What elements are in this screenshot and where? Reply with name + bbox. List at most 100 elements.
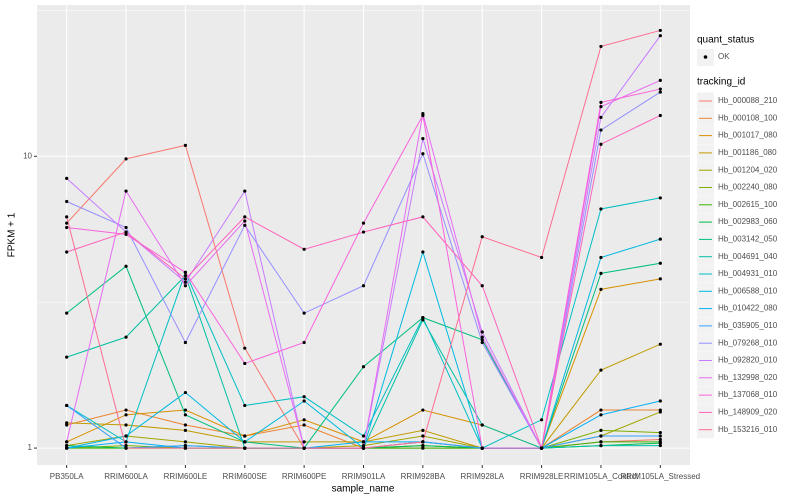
legend-label: Hb_001204_020 — [718, 165, 778, 174]
legend-label: Hb_079268_010 — [718, 338, 778, 347]
data-point — [124, 157, 128, 161]
data-point — [658, 399, 662, 403]
y-axis-title: FPKM + 1 — [7, 212, 18, 257]
data-point — [124, 335, 128, 339]
data-point — [124, 232, 128, 236]
legend-label: OK — [718, 52, 730, 61]
data-point — [539, 255, 544, 260]
data-point — [243, 215, 247, 219]
y-tick-label: 10 — [23, 151, 32, 160]
data-point — [183, 408, 188, 412]
legend-label: Hb_000088_210 — [718, 96, 778, 105]
data-point — [124, 423, 128, 427]
data-point — [243, 361, 247, 366]
data-point — [599, 368, 603, 372]
data-point — [243, 434, 247, 438]
data-point — [124, 413, 128, 417]
data-point — [361, 434, 366, 438]
data-point — [480, 335, 484, 339]
data-point — [361, 284, 366, 288]
data-point — [124, 230, 128, 234]
data-point — [658, 443, 662, 448]
legend-label: Hb_035905_010 — [718, 321, 778, 330]
data-point — [65, 355, 69, 359]
legend-label: Hb_004931_010 — [718, 269, 778, 278]
data-point — [65, 311, 69, 315]
data-point — [124, 408, 128, 412]
data-point — [302, 247, 306, 251]
legend-label: Hb_002983_060 — [718, 217, 778, 226]
legend-label: Hb_153216_010 — [718, 425, 778, 434]
legend-label: Hb_001186_080 — [718, 148, 777, 157]
data-point — [361, 440, 366, 444]
data-point — [658, 78, 662, 83]
data-point — [243, 440, 247, 444]
data-point — [243, 446, 247, 450]
data-point — [421, 152, 425, 156]
data-point — [658, 237, 662, 241]
data-point — [480, 284, 484, 288]
data-point — [421, 408, 425, 412]
data-point — [65, 215, 69, 219]
data-point — [599, 434, 603, 438]
legend-label: Hb_148909_020 — [718, 408, 778, 417]
data-point — [302, 311, 306, 315]
data-point — [124, 264, 128, 268]
data-point — [658, 113, 662, 118]
x-tick-label: RRIM928BA — [401, 472, 446, 481]
legend-label: Hb_092820_010 — [718, 356, 778, 365]
data-point — [599, 207, 603, 211]
legend-label: Hb_010422_080 — [718, 304, 778, 313]
data-point — [65, 421, 69, 425]
data-point — [658, 437, 662, 442]
legend-label: Hb_002615_100 — [718, 200, 778, 209]
data-point — [421, 440, 425, 444]
data-point — [599, 413, 603, 417]
data-point — [243, 219, 247, 223]
legend-label: Hb_001017_080 — [718, 131, 778, 140]
data-point — [421, 428, 425, 432]
data-point — [183, 277, 188, 281]
data-point — [658, 434, 662, 438]
data-point — [599, 428, 603, 432]
x-tick-label: RRIM600PE — [282, 472, 326, 481]
data-point — [361, 230, 366, 234]
data-point — [480, 446, 484, 450]
data-point — [421, 113, 425, 118]
data-point — [421, 318, 425, 322]
data-point — [124, 434, 128, 438]
data-point — [658, 196, 662, 200]
data-point — [183, 274, 188, 278]
data-point — [183, 428, 188, 432]
legend-title: quant_status — [697, 35, 754, 46]
data-point — [658, 277, 662, 281]
data-point — [599, 142, 603, 146]
data-point — [599, 255, 603, 260]
data-point — [421, 215, 425, 219]
data-point — [361, 446, 366, 450]
data-point — [480, 340, 484, 345]
data-point — [65, 221, 69, 225]
legend-label: Hb_003142_050 — [718, 235, 778, 244]
data-point — [65, 443, 69, 448]
data-point — [124, 443, 128, 448]
data-point — [599, 100, 603, 105]
data-point — [124, 225, 128, 230]
data-point — [658, 34, 662, 38]
data-point — [302, 446, 306, 450]
data-point — [243, 346, 247, 350]
data-point — [658, 342, 662, 346]
data-point — [599, 408, 603, 412]
legend-label: Hb_002240_080 — [718, 183, 778, 192]
data-point — [124, 189, 128, 193]
data-point — [65, 199, 69, 204]
data-point — [65, 440, 69, 444]
data-point — [658, 87, 662, 91]
legend-label: Hb_004691_040 — [718, 252, 778, 261]
data-point — [302, 418, 306, 422]
data-point — [183, 143, 188, 147]
data-point — [65, 250, 69, 254]
x-tick-label: RRIM105LA_Stressed — [621, 472, 701, 481]
data-point — [65, 446, 69, 450]
data-point — [480, 235, 484, 239]
